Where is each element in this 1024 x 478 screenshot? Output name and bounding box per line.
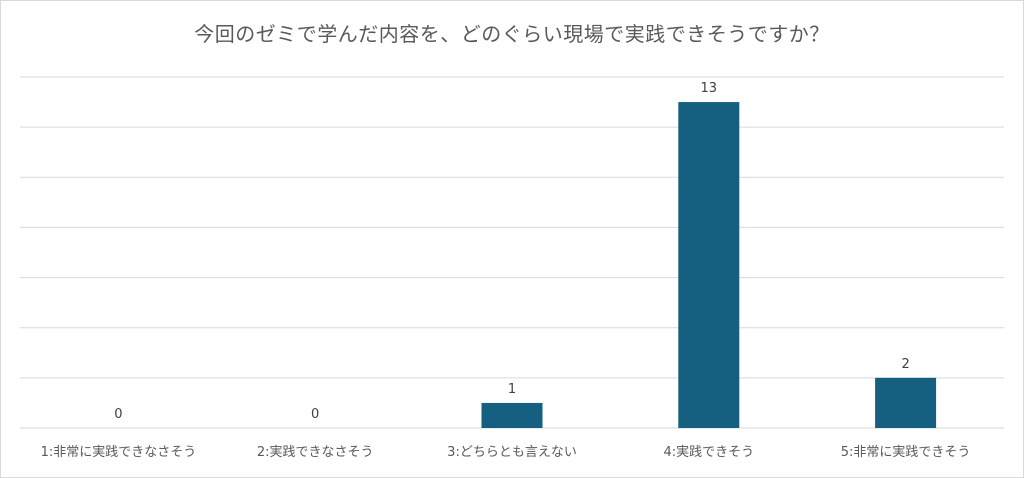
x-tick-label-1: 1:非常に実践できなさそう <box>41 444 197 460</box>
x-axis-tick-labels: 1:非常に実践できなさそう 2:実践できなさそう 3:どちらとも言えない 4:実践でき… <box>41 444 971 460</box>
chart-title: 今回のゼミで学んだ内容を、どのぐらい現場で実践できそうですか？ <box>194 22 830 46</box>
data-label-2: 0 <box>311 407 319 422</box>
bar-4 <box>678 102 740 429</box>
x-tick-label-5: 5:非常に実践できそう <box>841 444 971 460</box>
data-label-5: 2 <box>901 357 909 372</box>
data-labels: 0 0 1 13 2 <box>114 81 909 422</box>
bars <box>481 102 937 429</box>
bar-5 <box>875 377 937 428</box>
data-label-1: 0 <box>114 407 122 422</box>
data-label-4: 13 <box>701 81 718 96</box>
x-tick-label-2: 2:実践できなさそう <box>257 444 374 460</box>
gridlines <box>20 76 1004 429</box>
x-tick-label-3: 3:どちらとも言えない <box>447 445 577 460</box>
data-label-3: 1 <box>508 382 516 397</box>
x-tick-label-4: 4:実践できそう <box>663 444 754 460</box>
bar-3 <box>481 402 543 428</box>
